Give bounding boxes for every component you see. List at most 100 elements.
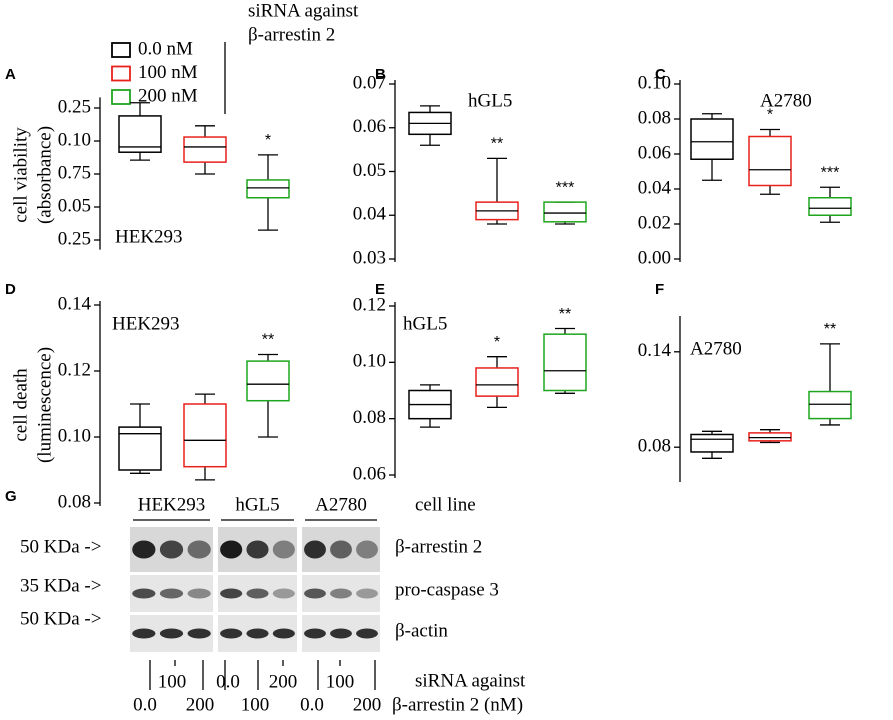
significance: *** [556, 179, 575, 196]
blot-band [246, 540, 269, 559]
box [246, 360, 290, 402]
blot-band [187, 588, 211, 599]
box [690, 433, 734, 453]
legend-title: siRNA against [248, 0, 359, 21]
y-tick-label: 0.08 [638, 436, 671, 457]
cell-line: A2780 [315, 494, 367, 515]
footer: siRNA against [415, 670, 526, 691]
blot-band [356, 628, 378, 639]
legend-title: β-arrestin 2 [248, 24, 335, 45]
legend-label: 200 nM [138, 85, 198, 106]
blot-band [159, 540, 184, 559]
significance: * [265, 132, 271, 149]
significance: ** [262, 332, 274, 349]
blot-images [130, 527, 380, 652]
blot-band [132, 628, 156, 639]
y-tick-label: 0.10 [58, 425, 91, 446]
y-axis-label: (luminescence) [34, 347, 55, 463]
blot-band [132, 540, 156, 559]
significance: ** [491, 136, 503, 153]
y-tick-label: 0.08 [638, 107, 671, 128]
box [118, 115, 162, 153]
blot-band [272, 628, 295, 639]
y-tick-label: 0.10 [58, 129, 91, 150]
annotation: hGL5 [403, 313, 447, 334]
protein-label: pro-caspase 3 [395, 579, 499, 600]
blot-band [330, 588, 352, 599]
y-axis-label: cell death [10, 368, 31, 442]
box [118, 426, 162, 471]
size-marker: 50 KDa -> [20, 536, 101, 557]
blot-band [246, 628, 269, 639]
significance: * [767, 107, 773, 124]
y-tick-label: 0.06 [353, 116, 386, 137]
blot-band [220, 628, 243, 639]
lane-label: 100 [158, 671, 187, 692]
annotation: hGL5 [468, 90, 512, 111]
significance: * [494, 334, 500, 351]
legend-label: 100 nM [138, 62, 198, 83]
blot-band [220, 540, 243, 559]
lane-label: 100 [241, 694, 270, 715]
y-tick-label: 0.08 [58, 491, 91, 512]
significance: ** [824, 321, 836, 338]
y-tick-label: 0.12 [353, 294, 386, 315]
size-marker: 50 KDa -> [20, 608, 101, 629]
blot-band [272, 540, 295, 559]
lane-label: 0.0 [300, 694, 324, 715]
footer: β-arrestin 2 (nM) [392, 694, 523, 715]
blot-band [272, 588, 295, 599]
y-tick-label: 0.02 [638, 212, 671, 233]
blot-band [159, 588, 184, 599]
blot-band [246, 588, 269, 599]
y-tick-label: 0.14 [638, 340, 672, 361]
blot-band [304, 588, 326, 599]
annotation: A2780 [760, 90, 812, 111]
box [183, 136, 227, 163]
box [183, 403, 227, 468]
y-tick-label: 0.07 [353, 72, 386, 93]
y-axis-label: cell viability [10, 127, 31, 223]
y-tick-label: 0.05 [58, 195, 91, 216]
y-tick-label: 0.12 [58, 359, 91, 380]
panel-label: B [375, 66, 386, 83]
blot-band [356, 588, 378, 599]
blot-band [220, 588, 243, 599]
protein-label: β-arrestin 2 [395, 536, 482, 557]
y-tick-label: 0.25 [58, 228, 91, 249]
significance: *** [821, 164, 840, 181]
size-marker: 35 KDa -> [20, 575, 101, 596]
box [246, 179, 290, 199]
legend-swatch [111, 42, 131, 58]
significance: ** [559, 306, 571, 323]
box [748, 135, 792, 187]
y-tick-label: 0.75 [58, 162, 91, 183]
panel-label: A [5, 66, 16, 83]
blot-band [356, 540, 378, 559]
y-tick-label: 0.06 [638, 142, 671, 163]
y-tick-label: 0.14 [58, 293, 92, 314]
blot-band [304, 628, 326, 639]
cell-line: HEK293 [138, 494, 206, 515]
y-tick-label: 0.10 [638, 72, 671, 93]
y-tick-label: 0.08 [353, 407, 386, 428]
blot-band [330, 628, 352, 639]
box [690, 118, 734, 160]
box [543, 201, 587, 223]
lane-label: 100 [326, 671, 355, 692]
cell-line: hGL5 [235, 494, 279, 515]
y-tick-label: 0.10 [353, 351, 386, 372]
panel-label: F [655, 281, 664, 298]
legend-label: 0.0 nM [138, 38, 193, 59]
blot-band [159, 628, 184, 639]
y-tick-label: 0.00 [638, 247, 671, 268]
y-tick-label: 0.06 [353, 463, 386, 484]
y-tick-label: 0.03 [353, 247, 386, 268]
annotation: HEK293 [115, 226, 183, 247]
box [808, 197, 852, 216]
blot-band [187, 628, 211, 639]
legend-swatch [111, 65, 131, 82]
lane-label: 200 [353, 694, 382, 715]
box [748, 432, 792, 442]
